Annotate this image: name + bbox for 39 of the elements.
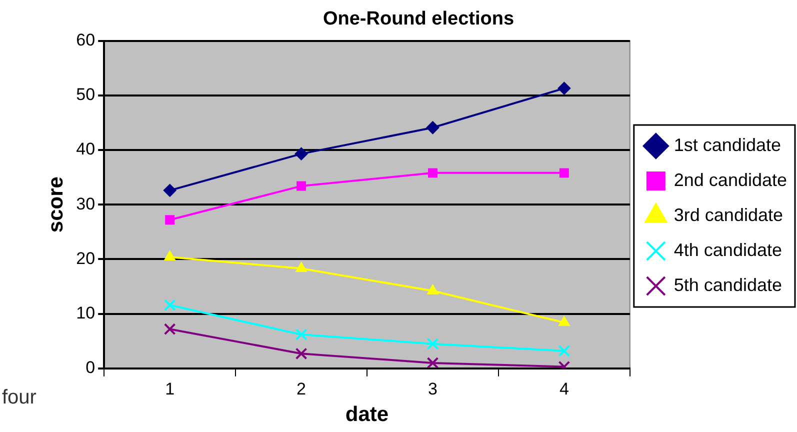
y-tick-label: 60 (76, 30, 96, 50)
point (559, 168, 569, 178)
legend-label: 4th candidate (674, 240, 782, 260)
y-axis-title: score (44, 176, 68, 233)
y-tick-label: 40 (76, 140, 96, 159)
point (427, 284, 438, 294)
y-tick-label: 20 (76, 248, 96, 268)
x-tick-label: 4 (559, 379, 569, 398)
point (295, 348, 308, 360)
y-tick-label: 50 (76, 85, 96, 104)
point (164, 323, 176, 336)
y-tick-label: 10 (76, 303, 96, 322)
x-tick-label: 1 (165, 379, 175, 398)
y-tick-label: 30 (76, 194, 96, 214)
x-tick-label: 2 (296, 379, 306, 398)
point (558, 316, 570, 326)
y-tick-label: 0 (86, 358, 96, 378)
point (164, 299, 176, 312)
text: four (2, 386, 37, 409)
point (426, 121, 440, 134)
point (296, 262, 307, 272)
legend-label: 1st candidate (674, 134, 781, 155)
x-tick-label: 3 (428, 379, 438, 398)
chart-title: One-Round elections (322, 8, 514, 30)
legend-label: 2nd candidate (674, 170, 788, 190)
point (558, 344, 570, 357)
point (428, 168, 438, 178)
point (163, 184, 176, 197)
point (296, 181, 306, 191)
point (295, 328, 308, 340)
point (558, 82, 571, 95)
point (294, 147, 308, 160)
point (426, 356, 439, 368)
legend-label: 5th candidate (674, 274, 782, 295)
point (165, 215, 175, 225)
x-axis-title: date (345, 403, 389, 426)
point (164, 250, 176, 261)
legend-label: 3rd candidate (674, 204, 783, 225)
point (426, 338, 439, 350)
